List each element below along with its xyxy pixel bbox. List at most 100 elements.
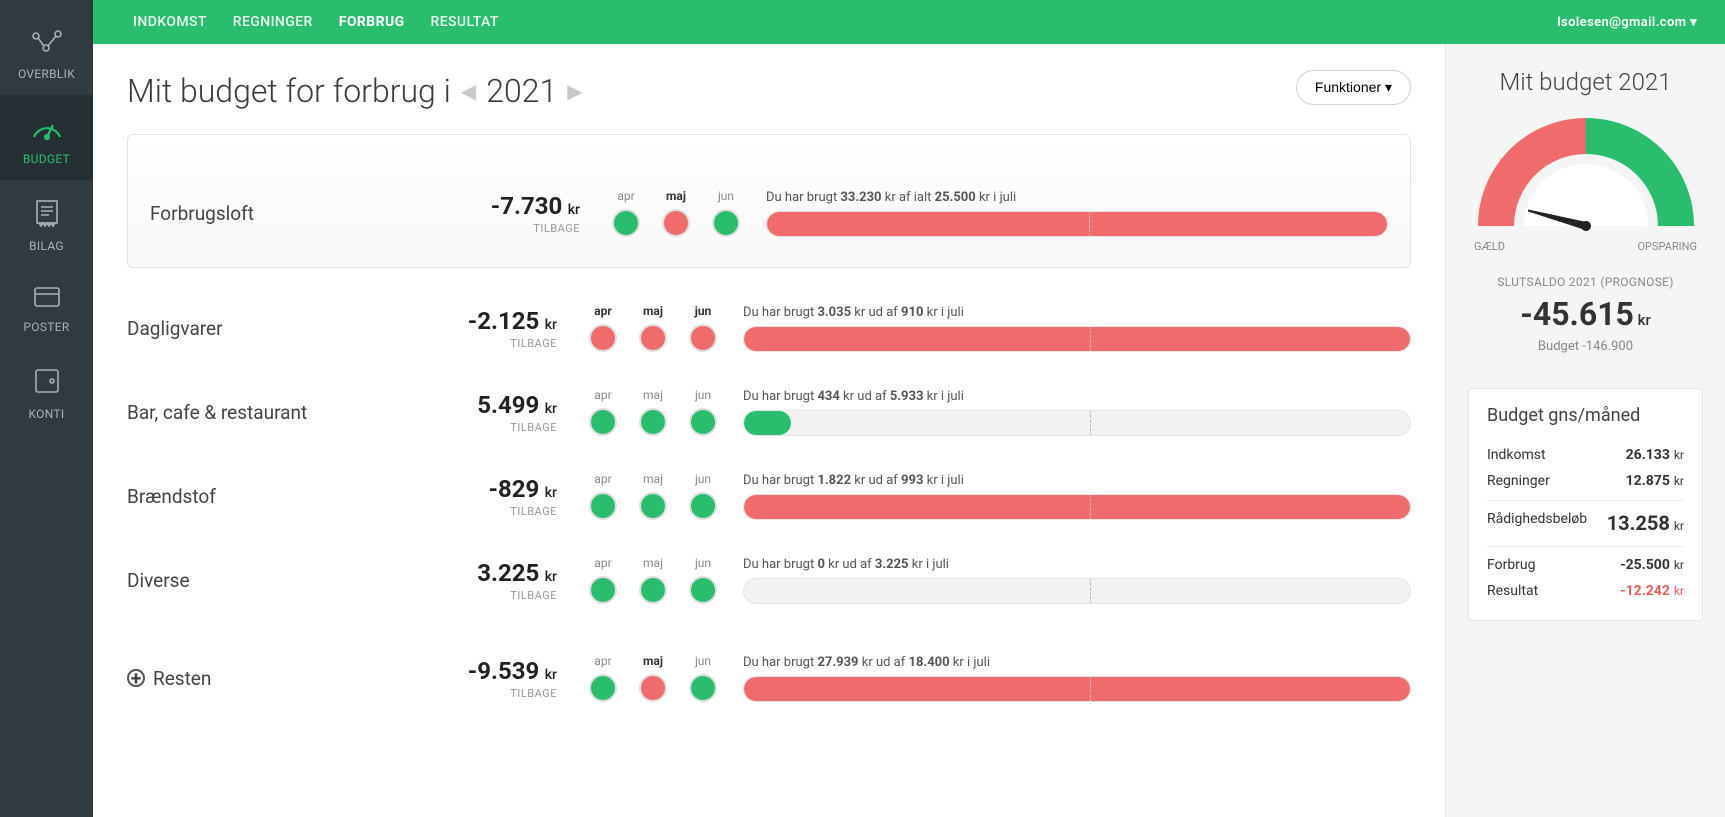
month-apr[interactable]: apr [585, 556, 621, 604]
monthly-panel: Budget gns/måned Indkomst26.133 kr Regnin… [1468, 388, 1703, 621]
month-maj[interactable]: maj [658, 189, 694, 237]
bar-text: Du har brugt 27.939 kr ud af 18.400 kr i… [743, 655, 1411, 670]
sidebar-item-overblik[interactable]: OVERBLIK [0, 10, 93, 95]
month-apr[interactable]: apr [585, 304, 621, 352]
bilag-icon [0, 198, 93, 231]
month-jun[interactable]: jun [708, 189, 744, 237]
month-maj[interactable]: maj [635, 304, 671, 352]
status-dot [712, 209, 740, 237]
category-label[interactable]: Bar, cafe & restaurant [127, 401, 427, 424]
status-dot [689, 492, 717, 520]
bar-text: Du har brugt 0 kr ud af 3.225 kr i juli [743, 557, 1411, 572]
status-dot [662, 209, 690, 237]
sidebar-item-budget[interactable]: BUDGET [0, 95, 93, 180]
panel-title: Budget gns/måned [1487, 405, 1684, 426]
status-dot [589, 576, 617, 604]
panel-row-value: -12.242 kr [1620, 583, 1684, 599]
category-row: Dagligvarer-2.125 krTILBAGEaprmajjunDu h… [127, 304, 1411, 352]
tab-forbrug[interactable]: FORBRUG [339, 14, 405, 30]
month-maj[interactable]: maj [635, 388, 671, 436]
month-jun[interactable]: jun [685, 556, 721, 604]
month-apr[interactable]: apr [608, 189, 644, 237]
chevron-down-icon: ▾ [1690, 15, 1697, 30]
category-label[interactable]: Diverse [127, 569, 427, 592]
prognosis-value: -45.615 kr [1468, 295, 1703, 333]
sidebar-item-konti[interactable]: KONTI [0, 348, 93, 435]
status-dot [589, 324, 617, 352]
month-jun[interactable]: jun [685, 304, 721, 352]
category-label[interactable]: +Resten [127, 667, 427, 690]
tab-resultat[interactable]: RESULTAT [431, 14, 499, 30]
category-row: Bar, cafe & restaurant5.499 krTILBAGEapr… [127, 388, 1411, 436]
status-dot [689, 408, 717, 436]
tab-regninger[interactable]: REGNINGER [233, 14, 313, 30]
panel-row-label: Regninger [1487, 473, 1550, 489]
progress-bar [743, 494, 1411, 520]
bar-text: Du har brugt 1.822 kr ud af 993 kr i jul… [743, 473, 1411, 488]
user-email: lsolesen@gmail.com [1557, 15, 1686, 30]
panel-row-value: -25.500 kr [1620, 557, 1684, 573]
topbar: INDKOMST REGNINGER FORBRUG RESULTAT lsolese… [93, 0, 1725, 44]
functions-button[interactable]: Funktioner ▾ [1296, 70, 1411, 105]
status-dot [689, 324, 717, 352]
user-menu[interactable]: lsolesen@gmail.com ▾ [1557, 15, 1697, 30]
gauge-chart [1476, 116, 1696, 236]
page-title: Mit budget for forbrug i ◀ 2021 ▶ [127, 72, 1411, 110]
amount-sub: TILBAGE [427, 687, 557, 700]
month-jun[interactable]: jun [685, 472, 721, 520]
status-dot [639, 576, 667, 604]
panel-row-value: 13.258 kr [1607, 511, 1684, 535]
panel-row: Rådighedsbeløb13.258 kr [1487, 500, 1684, 540]
month-jun[interactable]: jun [685, 388, 721, 436]
month-maj[interactable]: maj [635, 654, 671, 702]
summary-column: Mit budget 2021 GÆLD OPSPARING [1445, 44, 1725, 817]
sidebar-item-label: KONTI [29, 407, 65, 421]
category-label[interactable]: Forbrugsloft [150, 202, 450, 225]
month-maj[interactable]: maj [635, 556, 671, 604]
amount-value: -9.539 kr [427, 657, 557, 685]
status-dot [689, 576, 717, 604]
budget-icon [0, 113, 93, 144]
status-dot [639, 674, 667, 702]
month-maj[interactable]: maj [635, 472, 671, 520]
panel-row: Indkomst26.133 kr [1487, 442, 1684, 468]
category-row: +Resten-9.539 kr TILBAGE aprmajjun Du har b… [127, 654, 1411, 702]
bar-text: Du har brugt 434 kr ud af 5.933 kr i jul… [743, 389, 1411, 404]
gauge-left-label: GÆLD [1474, 240, 1505, 253]
expand-icon[interactable]: + [127, 669, 145, 687]
sidebar-item-label: OVERBLIK [18, 67, 75, 81]
sidebar-item-label: BUDGET [23, 152, 70, 166]
panel-row: Forbrug -25.500 kr [1487, 546, 1684, 578]
amount-value: -2.125 kr [427, 307, 557, 335]
status-dot [689, 674, 717, 702]
year: 2021 [486, 72, 557, 110]
status-dot [612, 209, 640, 237]
year-prev[interactable]: ◀ [457, 79, 480, 103]
panel-row-value: 12.875 kr [1626, 473, 1684, 489]
year-next[interactable]: ▶ [563, 79, 586, 103]
month-jun[interactable]: jun [685, 654, 721, 702]
sidebar: OVERBLIK BUDGET BILAG POSTER KONTI [0, 0, 93, 817]
amount-value: -7.730 kr [450, 192, 580, 220]
panel-row-value: 26.133 kr [1626, 447, 1684, 463]
month-apr[interactable]: apr [585, 388, 621, 436]
amount-value: 5.499 kr [427, 391, 557, 419]
amount-sub: TILBAGE [427, 589, 557, 602]
status-dot [639, 408, 667, 436]
month-apr[interactable]: apr [585, 654, 621, 702]
panel-row-label: Resultat [1487, 583, 1538, 599]
tab-indkomst[interactable]: INDKOMST [133, 14, 207, 30]
panel-row: Resultat -12.242 kr [1487, 578, 1684, 604]
sidebar-item-poster[interactable]: POSTER [0, 267, 93, 348]
summary-title: Mit budget 2021 [1468, 68, 1703, 96]
sidebar-item-label: POSTER [23, 320, 69, 334]
category-label[interactable]: Brændstof [127, 485, 427, 508]
amount-sub: TILBAGE [427, 505, 557, 518]
amount-value: 3.225 kr [427, 559, 557, 587]
month-apr[interactable]: apr [585, 472, 621, 520]
bar-text: Du har brugt 33.230 kr af ialt 25.500 kr… [766, 190, 1388, 205]
panel-row-label: Forbrug [1487, 557, 1536, 573]
status-dot [639, 492, 667, 520]
sidebar-item-bilag[interactable]: BILAG [0, 180, 93, 267]
category-label[interactable]: Dagligvarer [127, 317, 427, 340]
